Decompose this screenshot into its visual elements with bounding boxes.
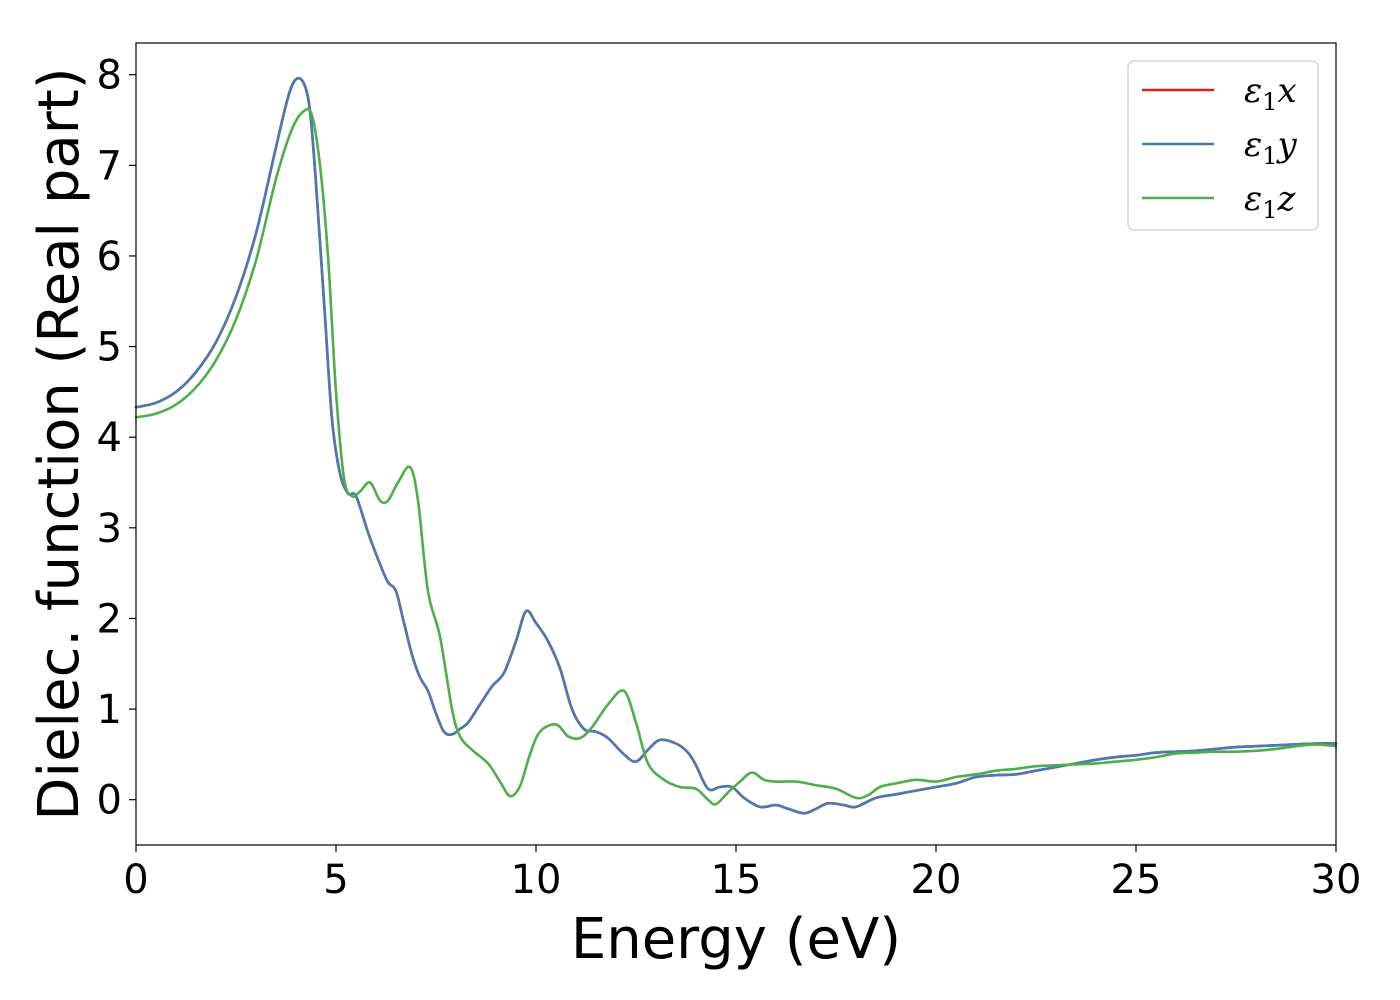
series-line-z (134, 107, 1338, 806)
x-tick-label: 10 (511, 857, 562, 903)
y-tick-label: 2 (97, 596, 122, 642)
y-tick-label: 4 (97, 415, 122, 461)
x-tick-label: 25 (1111, 857, 1162, 903)
legend-box (1127, 60, 1319, 231)
y-tick-label: 8 (97, 53, 122, 99)
legend: ε1x ε1y ε1z (1127, 60, 1319, 231)
x-axis-label: Energy (eV) (571, 907, 901, 972)
y-axis-ticks: 0 1 2 3 4 5 6 7 8 (97, 53, 136, 824)
y-tick-label: 1 (97, 687, 122, 733)
y-tick-label: 6 (97, 234, 122, 280)
y-axis-label: Dielec. function (Real part) (27, 67, 92, 820)
x-tick-label: 20 (911, 857, 962, 903)
y-tick-label: 0 (97, 778, 122, 824)
y-tick-label: 5 (97, 325, 122, 371)
x-tick-label: 0 (123, 857, 148, 903)
y-tick-label: 7 (97, 143, 122, 189)
x-tick-label: 5 (323, 857, 348, 903)
x-axis-ticks: 0 5 10 15 20 25 30 (123, 845, 1361, 903)
series-line-y (134, 76, 1338, 815)
legend-label-x: ε1x (1244, 71, 1297, 116)
legend-label-z: ε1z (1244, 179, 1297, 224)
y-tick-label: 3 (97, 506, 122, 552)
legend-label-y: ε1y (1244, 125, 1298, 170)
x-tick-label: 15 (711, 857, 762, 903)
series-layer (134, 76, 1338, 815)
x-tick-label: 30 (1311, 857, 1362, 903)
